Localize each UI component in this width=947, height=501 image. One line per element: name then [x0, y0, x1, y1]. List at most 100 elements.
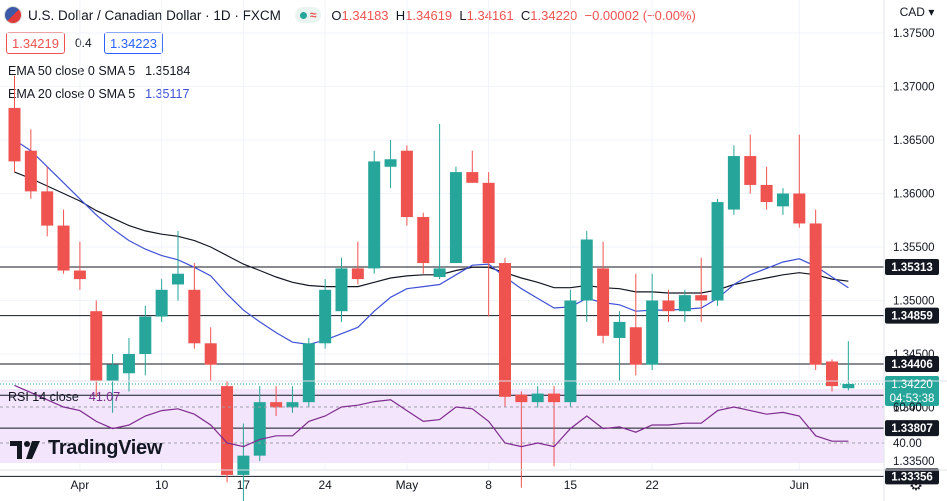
ohlc-readout: O1.34183 H1.34619 L1.34161 C1.34220 −0.0…	[331, 8, 695, 23]
current-price-label: 1.34220	[891, 379, 933, 391]
usd-cad-flag-icon	[4, 6, 22, 24]
level-label: 1.33807	[891, 423, 933, 435]
candle	[842, 341, 855, 391]
candle-body	[302, 343, 315, 403]
market-status-pill[interactable]: ≈	[294, 7, 322, 23]
candle-body	[122, 354, 135, 374]
candle-body	[270, 402, 283, 408]
candle	[188, 263, 201, 349]
candle-body	[24, 150, 37, 192]
candle-body	[678, 295, 691, 312]
candle-body	[466, 172, 479, 183]
candle	[711, 198, 724, 306]
candle-body	[368, 161, 381, 269]
candle-body	[597, 268, 610, 336]
candle	[351, 241, 364, 285]
candle	[695, 257, 708, 322]
candle-body	[335, 268, 348, 312]
candle-body	[237, 455, 250, 475]
candle	[515, 391, 528, 488]
candle-body	[400, 150, 413, 218]
candle-body	[842, 383, 855, 389]
time-tick-label: 15	[564, 478, 578, 492]
candle-body	[515, 394, 528, 403]
candle-body	[139, 316, 152, 354]
currency-selector[interactable]: CAD ▾	[892, 3, 942, 21]
candle	[531, 386, 544, 408]
symbol-title[interactable]: U.S. Dollar / Canadian Dollar · 1D · FXC…	[28, 7, 281, 23]
candle	[417, 212, 430, 274]
level-label-bg	[885, 259, 939, 276]
candles	[8, 75, 855, 501]
tradingview-brand-text: TradingView	[48, 437, 163, 459]
price-tick-label: 1.36000	[893, 189, 935, 201]
candle-body	[204, 343, 217, 365]
candle	[57, 209, 70, 274]
candle	[106, 354, 119, 413]
candle	[41, 166, 54, 237]
candle-body	[384, 159, 397, 167]
rsi-line	[0, 384, 884, 448]
candle	[122, 337, 135, 392]
candle-body	[482, 182, 495, 264]
price-tick-label: 1.35000	[893, 296, 935, 308]
buy-price-button[interactable]: 1.34223	[104, 32, 163, 54]
candle	[384, 140, 397, 189]
rsi-path	[14, 384, 849, 448]
tradingview-logo[interactable]: TradingView	[10, 437, 162, 460]
candle-body	[449, 172, 462, 264]
candle-body	[809, 223, 822, 365]
candle	[155, 279, 168, 322]
candle-body	[155, 289, 168, 317]
sell-price-button[interactable]: 1.34219	[6, 32, 65, 54]
ema50-legend[interactable]: EMA 50 close 0 SMA 5 1.35184	[8, 64, 190, 78]
rsi-legend-label: RSI 14 close	[8, 390, 79, 404]
candle-body	[73, 270, 86, 280]
change-value: −0.00002 (−0.00%)	[584, 7, 696, 23]
candle	[760, 166, 773, 210]
candle	[629, 273, 642, 376]
candle-body	[188, 289, 201, 344]
time-axis[interactable]: Apr 10 17 24 May 8 15 22 Jun	[71, 478, 809, 492]
level-label: 1.33356	[891, 471, 933, 483]
level-label: 1.34406	[891, 359, 933, 371]
candle	[368, 150, 381, 274]
candle	[662, 289, 675, 322]
close-value: 1.34220	[530, 7, 578, 23]
chevron-down-icon: ▾	[928, 5, 935, 19]
level-label-bg	[885, 356, 939, 373]
candle	[613, 311, 626, 381]
rsi-legend[interactable]: RSI 14 close 41.07	[8, 390, 120, 404]
ema20-legend-label: EMA 20 close 0 SMA 5	[8, 87, 136, 101]
candle-body	[351, 268, 364, 280]
candle	[253, 386, 266, 461]
current-price-label-bg	[885, 375, 939, 406]
candle	[580, 230, 593, 322]
candle	[564, 289, 577, 408]
ema50-legend-label: EMA 50 close 0 SMA 5	[8, 64, 136, 78]
rsi-legend-value: 41.07	[88, 390, 121, 404]
candle-body	[826, 361, 838, 387]
candle-body	[221, 386, 234, 475]
chart-settings-gear-icon[interactable]: ⚙	[908, 477, 924, 494]
price-tick-label: 1.35500	[893, 242, 935, 254]
rsi-tick-label: 40.00	[893, 438, 922, 450]
low-label: L	[459, 7, 467, 23]
spread-value: 0.4	[75, 36, 92, 50]
time-tick-label: Jun	[790, 478, 809, 492]
level-label-bg	[885, 468, 939, 485]
candle	[744, 134, 757, 194]
close-label: C	[520, 7, 531, 23]
candle-body	[57, 225, 70, 271]
price-tick-label: 1.33500	[893, 456, 935, 468]
candle-body	[106, 364, 119, 381]
level-label-bg	[885, 307, 939, 324]
open-value: 1.34183	[341, 7, 389, 23]
time-tick-label: 10	[155, 478, 169, 492]
ema20-legend[interactable]: EMA 20 close 0 SMA 5 1.35117	[8, 87, 189, 101]
candle	[449, 166, 462, 264]
level-label: 1.35313	[891, 262, 933, 274]
price-axis[interactable]: 1.37500 1.37000 1.36500 1.36000 1.35500 1.350…	[885, 28, 939, 501]
candle	[335, 257, 348, 322]
